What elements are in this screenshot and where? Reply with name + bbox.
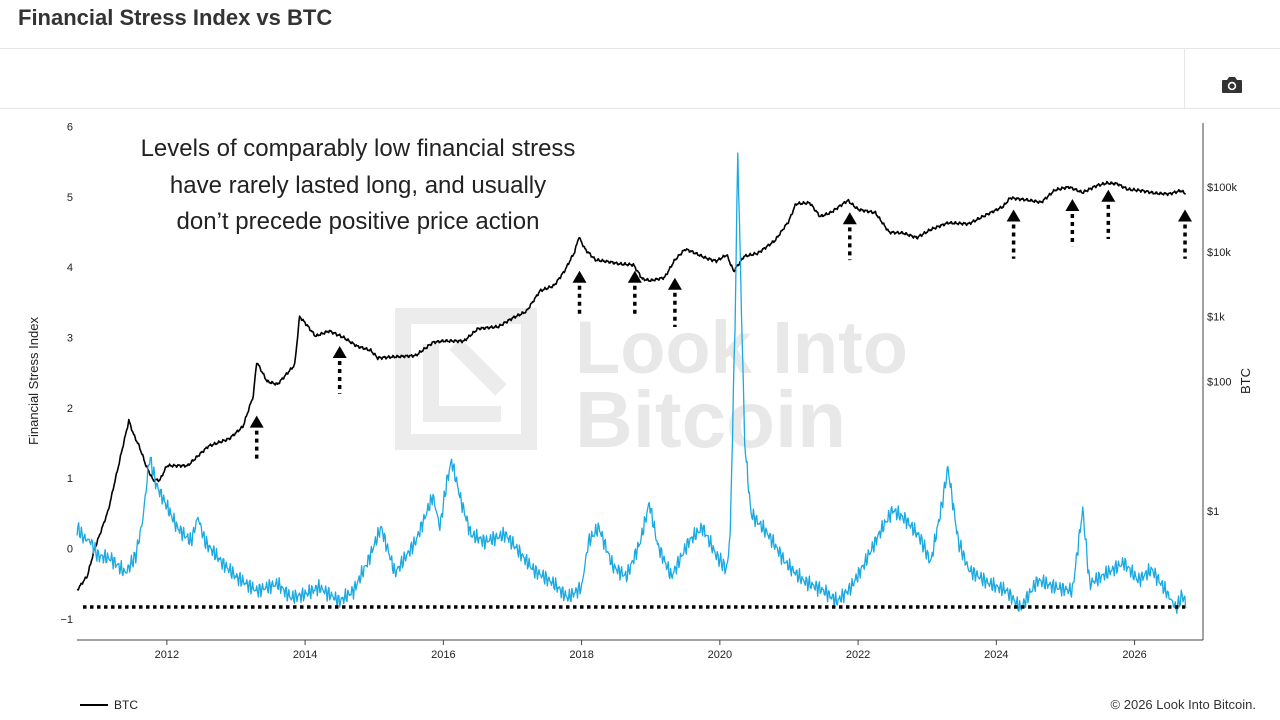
y-ticks: −1 0 1 2 3 4 5 6 bbox=[60, 122, 73, 626]
look-into-bitcoin-watermark: Look Into Bitcoin bbox=[395, 306, 908, 464]
arrow-up-head bbox=[667, 277, 682, 290]
y-tick-label: 3 bbox=[67, 333, 73, 345]
x-tick-label: 2016 bbox=[431, 649, 455, 661]
x-tick-label: 2018 bbox=[569, 649, 593, 661]
y-tick-label: 5 bbox=[67, 192, 73, 204]
copyright: © 2026 Look Into Bitcoin. bbox=[1110, 697, 1256, 712]
toolbar-divider bbox=[1184, 48, 1185, 108]
arrow-up-head bbox=[627, 270, 642, 283]
y-axis-label: Financial Stress Index bbox=[26, 317, 41, 445]
arrow-up-head bbox=[249, 415, 264, 428]
x-tick-label: 2012 bbox=[155, 649, 179, 661]
annotation-text: Levels of comparably low financial stres… bbox=[141, 135, 576, 235]
annotation-line-1: Levels of comparably low financial stres… bbox=[141, 135, 576, 162]
watermark-logo bbox=[395, 308, 537, 450]
y2-tick-label: $100 bbox=[1207, 376, 1231, 388]
y2-tick-label: $100k bbox=[1207, 182, 1237, 194]
y-tick-label: 0 bbox=[67, 544, 73, 556]
legend-btc-swatch bbox=[80, 704, 108, 706]
y-tick-label: −1 bbox=[60, 614, 73, 626]
arrow-up-head bbox=[332, 346, 347, 358]
y2-tick-label: $1k bbox=[1207, 312, 1225, 324]
annotation-line-2: have rarely lasted long, and usually bbox=[170, 172, 546, 199]
arrow-up-head bbox=[1178, 209, 1192, 222]
x-tick-label: 2022 bbox=[846, 649, 870, 661]
page-title: Financial Stress Index vs BTC bbox=[18, 5, 333, 30]
legend-btc[interactable]: BTC bbox=[80, 698, 138, 712]
title-bar: Financial Stress Index vs BTC bbox=[0, 0, 1280, 49]
fsi-btc-chart: Look Into Bitcoin Levels of comparably l… bbox=[26, 122, 1253, 661]
fsi-line bbox=[76, 152, 1187, 615]
y2-axis-label: BTC bbox=[1238, 368, 1253, 394]
arrow-up-head bbox=[842, 212, 857, 225]
arrow-layer bbox=[249, 189, 1192, 461]
annotation-line-3: don’t precede positive price action bbox=[177, 208, 540, 235]
y2-ticks: $1 $100 $1k $10k $100k bbox=[1207, 182, 1237, 518]
series-layer bbox=[76, 152, 1187, 615]
legend-btc-label: BTC bbox=[114, 698, 138, 712]
x-tick-label: 2026 bbox=[1122, 649, 1146, 661]
arrow-up-head bbox=[1065, 199, 1080, 211]
y-tick-label: 6 bbox=[67, 122, 73, 134]
x-tick-label: 2014 bbox=[293, 649, 317, 661]
arrow-up-head bbox=[1101, 189, 1116, 202]
arrow-up-head bbox=[1006, 209, 1021, 222]
y-tick-label: 1 bbox=[67, 473, 73, 485]
x-tick-label: 2024 bbox=[984, 649, 1008, 661]
btc-price-line bbox=[76, 180, 1186, 591]
y2-tick-label: $10k bbox=[1207, 247, 1231, 259]
x-ticks: 2012 2014 2016 2018 2020 2022 2024 2026 bbox=[155, 640, 1147, 661]
y2-tick-label: $1 bbox=[1207, 506, 1219, 518]
camera-icon-glyph bbox=[1222, 77, 1242, 93]
camera-icon[interactable] bbox=[1220, 74, 1244, 96]
chart-toolbar bbox=[0, 48, 1280, 109]
watermark-line2: Bitcoin bbox=[575, 375, 846, 464]
axes bbox=[77, 123, 1204, 641]
y-tick-label: 2 bbox=[67, 403, 73, 415]
arrow-up-head bbox=[572, 270, 587, 283]
x-tick-label: 2020 bbox=[708, 649, 732, 661]
y-tick-label: 4 bbox=[67, 262, 73, 274]
